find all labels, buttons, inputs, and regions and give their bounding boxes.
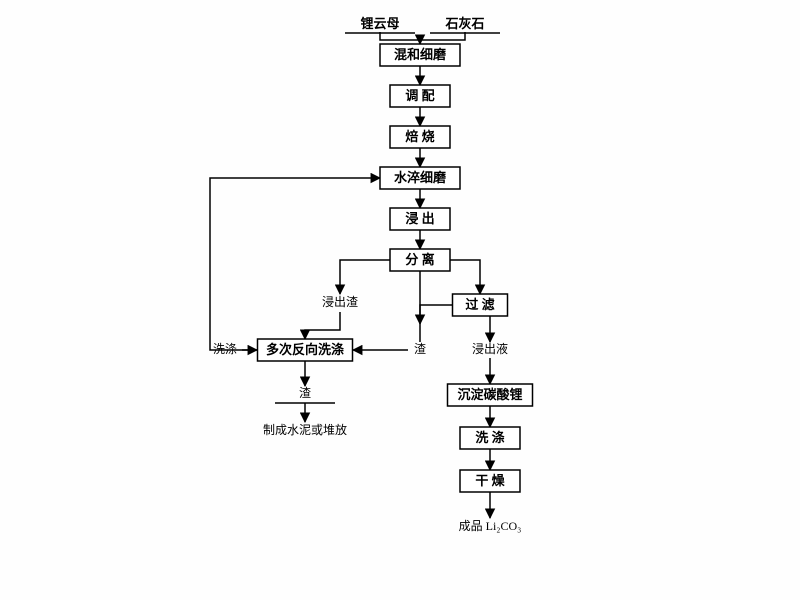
node-label-n3: 焙 烧 [404, 129, 434, 144]
input-label-in1: 锂云母 [360, 16, 399, 31]
node-label-n2: 调 配 [405, 88, 434, 103]
text-label-t2: 渣 [414, 342, 426, 356]
node-label-n5: 浸 出 [405, 211, 434, 226]
edge-in2-n1 [420, 32, 465, 44]
node-label-n6: 分 离 [405, 252, 434, 267]
edge-in1-n1 [380, 32, 420, 44]
edge-n6-t1 [340, 260, 390, 294]
edge-n6-n7 [450, 260, 480, 294]
node-label-n1: 混和细磨 [394, 47, 446, 62]
text-label-t3: 浸出液 [472, 341, 508, 356]
input-label-in2: 石灰石 [444, 16, 484, 31]
node-label-n10: 洗 涤 [475, 430, 504, 445]
text-label-t4: 洗涤 [213, 342, 237, 356]
node-label-n11: 干 燥 [475, 473, 505, 488]
text-label-t1: 浸出渣 [322, 295, 358, 309]
text-label-t6: 制成水泥或堆放 [263, 422, 347, 437]
flowchart-canvas: 混和细磨调 配焙 烧水淬细磨浸 出分 离过 滤多次反向洗涤沉淀碳酸锂洗 涤干 燥… [0, 0, 800, 600]
edge-t1-n8 [305, 312, 340, 339]
text-label-t5: 渣 [299, 386, 311, 400]
node-label-n7: 过 滤 [465, 297, 494, 312]
edge-n8-n4 [210, 178, 380, 350]
edge-n7-t2 [420, 305, 452, 342]
node-label-n4: 水淬细磨 [394, 170, 446, 185]
text-label-t7: 成品 Li₂CO₃ [459, 519, 522, 533]
node-label-n8: 多次反向洗涤 [266, 342, 344, 357]
node-label-n9: 沉淀碳酸锂 [457, 387, 522, 402]
